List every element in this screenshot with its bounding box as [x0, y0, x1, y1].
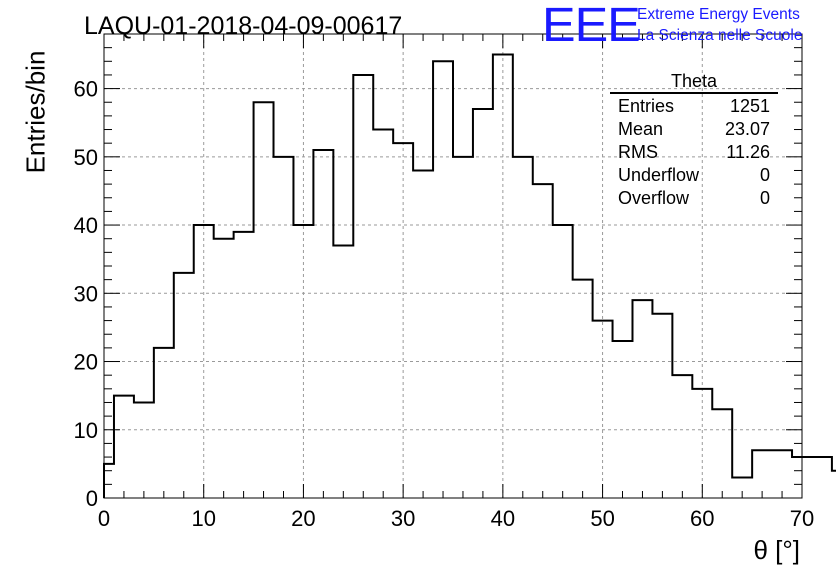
- stats-row-entries: Entries 1251: [610, 95, 778, 118]
- stats-label: Underflow: [618, 165, 700, 185]
- histogram-bin: [413, 170, 433, 498]
- histogram-bin: [353, 75, 373, 498]
- histogram-bin: [533, 184, 553, 498]
- y-tick-label: 60: [74, 77, 98, 102]
- histogram-bin: [553, 225, 573, 498]
- stats-row-overflow: Overflow 0: [610, 187, 778, 210]
- histogram-bin: [313, 150, 333, 498]
- histogram-bin: [613, 341, 633, 498]
- x-tick-label: 60: [690, 506, 714, 531]
- x-tick-label: 50: [590, 506, 614, 531]
- histogram-bin: [154, 348, 174, 498]
- stats-value: 0: [759, 188, 770, 208]
- histogram-bin: [433, 61, 453, 498]
- histogram-bin: [114, 396, 134, 498]
- logo-line-2: La Scienza nelle Scuole: [637, 27, 803, 44]
- histogram-bin: [234, 232, 254, 498]
- logo-line-1: Extreme Energy Events: [637, 6, 800, 23]
- y-tick-label: 30: [74, 281, 98, 306]
- stats-value: 0: [759, 165, 770, 185]
- eee-logo-text: Extreme Energy Events La Scienza nelle S…: [637, 4, 802, 46]
- stats-label: Entries: [618, 96, 675, 116]
- histogram-bin: [752, 450, 772, 498]
- histogram-bin: [104, 464, 114, 498]
- x-tick-label: 0: [98, 506, 110, 531]
- stats-row-underflow: Underflow 0: [610, 164, 778, 187]
- histogram-bin: [732, 478, 752, 498]
- x-axis-label: θ [°]: [753, 535, 800, 565]
- histogram-bin: [254, 102, 274, 498]
- x-tick-label: 20: [291, 506, 315, 531]
- x-tick-label: 40: [491, 506, 515, 531]
- x-tick-label: 30: [391, 506, 415, 531]
- histogram-bin: [772, 450, 792, 498]
- chart-title: LAQU-01-2018-04-09-00617: [84, 12, 403, 40]
- histogram-bin: [214, 239, 234, 498]
- stats-value: 11.26: [726, 142, 770, 162]
- histogram-bin: [473, 109, 493, 498]
- histogram-bin: [333, 246, 353, 498]
- x-tick-label: 10: [191, 506, 215, 531]
- histogram-bin: [832, 471, 836, 498]
- histogram-bin: [513, 157, 533, 498]
- stats-box: Theta Entries 1251 Mean 23.07 RMS 11.26 …: [610, 70, 778, 210]
- plot-frame: [103, 33, 803, 499]
- histogram-bin: [373, 130, 393, 498]
- histogram-bin: [293, 225, 313, 498]
- histogram-bin: [652, 314, 672, 498]
- histogram-bin: [692, 389, 712, 498]
- y-tick-label: 10: [74, 418, 98, 443]
- histogram-bin: [593, 321, 613, 498]
- y-tick-label: 40: [74, 213, 98, 238]
- histogram-bin: [672, 375, 692, 498]
- stats-value: 23.07: [724, 119, 770, 139]
- histogram-bin: [393, 143, 413, 498]
- histogram-bin: [573, 280, 593, 498]
- histogram-bin: [174, 273, 194, 498]
- y-tick-label: 20: [74, 350, 98, 375]
- histogram-bin: [792, 457, 812, 498]
- histogram-bin: [274, 157, 294, 498]
- stats-label: Overflow: [618, 188, 690, 208]
- y-axis-label: Entries/bin: [20, 50, 51, 174]
- histogram-bin: [134, 402, 154, 498]
- stats-row-rms: RMS 11.26: [610, 141, 778, 164]
- histogram-bin: [812, 457, 832, 498]
- stats-label: Mean: [618, 119, 664, 139]
- stats-value: 1251: [729, 96, 770, 116]
- eee-logo-mark: EEE: [542, 0, 641, 52]
- histogram-bin: [493, 54, 513, 498]
- histogram-series-line: [103, 53, 836, 498]
- histogram-bin: [194, 225, 214, 498]
- y-tick-label: 50: [74, 145, 98, 170]
- stats-label: RMS: [618, 142, 658, 162]
- y-tick-label: 0: [86, 486, 98, 511]
- stats-row-mean: Mean 23.07: [610, 118, 778, 141]
- x-tick-label: 70: [790, 506, 814, 531]
- histogram-bin: [712, 409, 732, 498]
- histogram-bin: [632, 300, 652, 498]
- stats-title: Theta: [610, 70, 778, 94]
- histogram-bin: [453, 157, 473, 498]
